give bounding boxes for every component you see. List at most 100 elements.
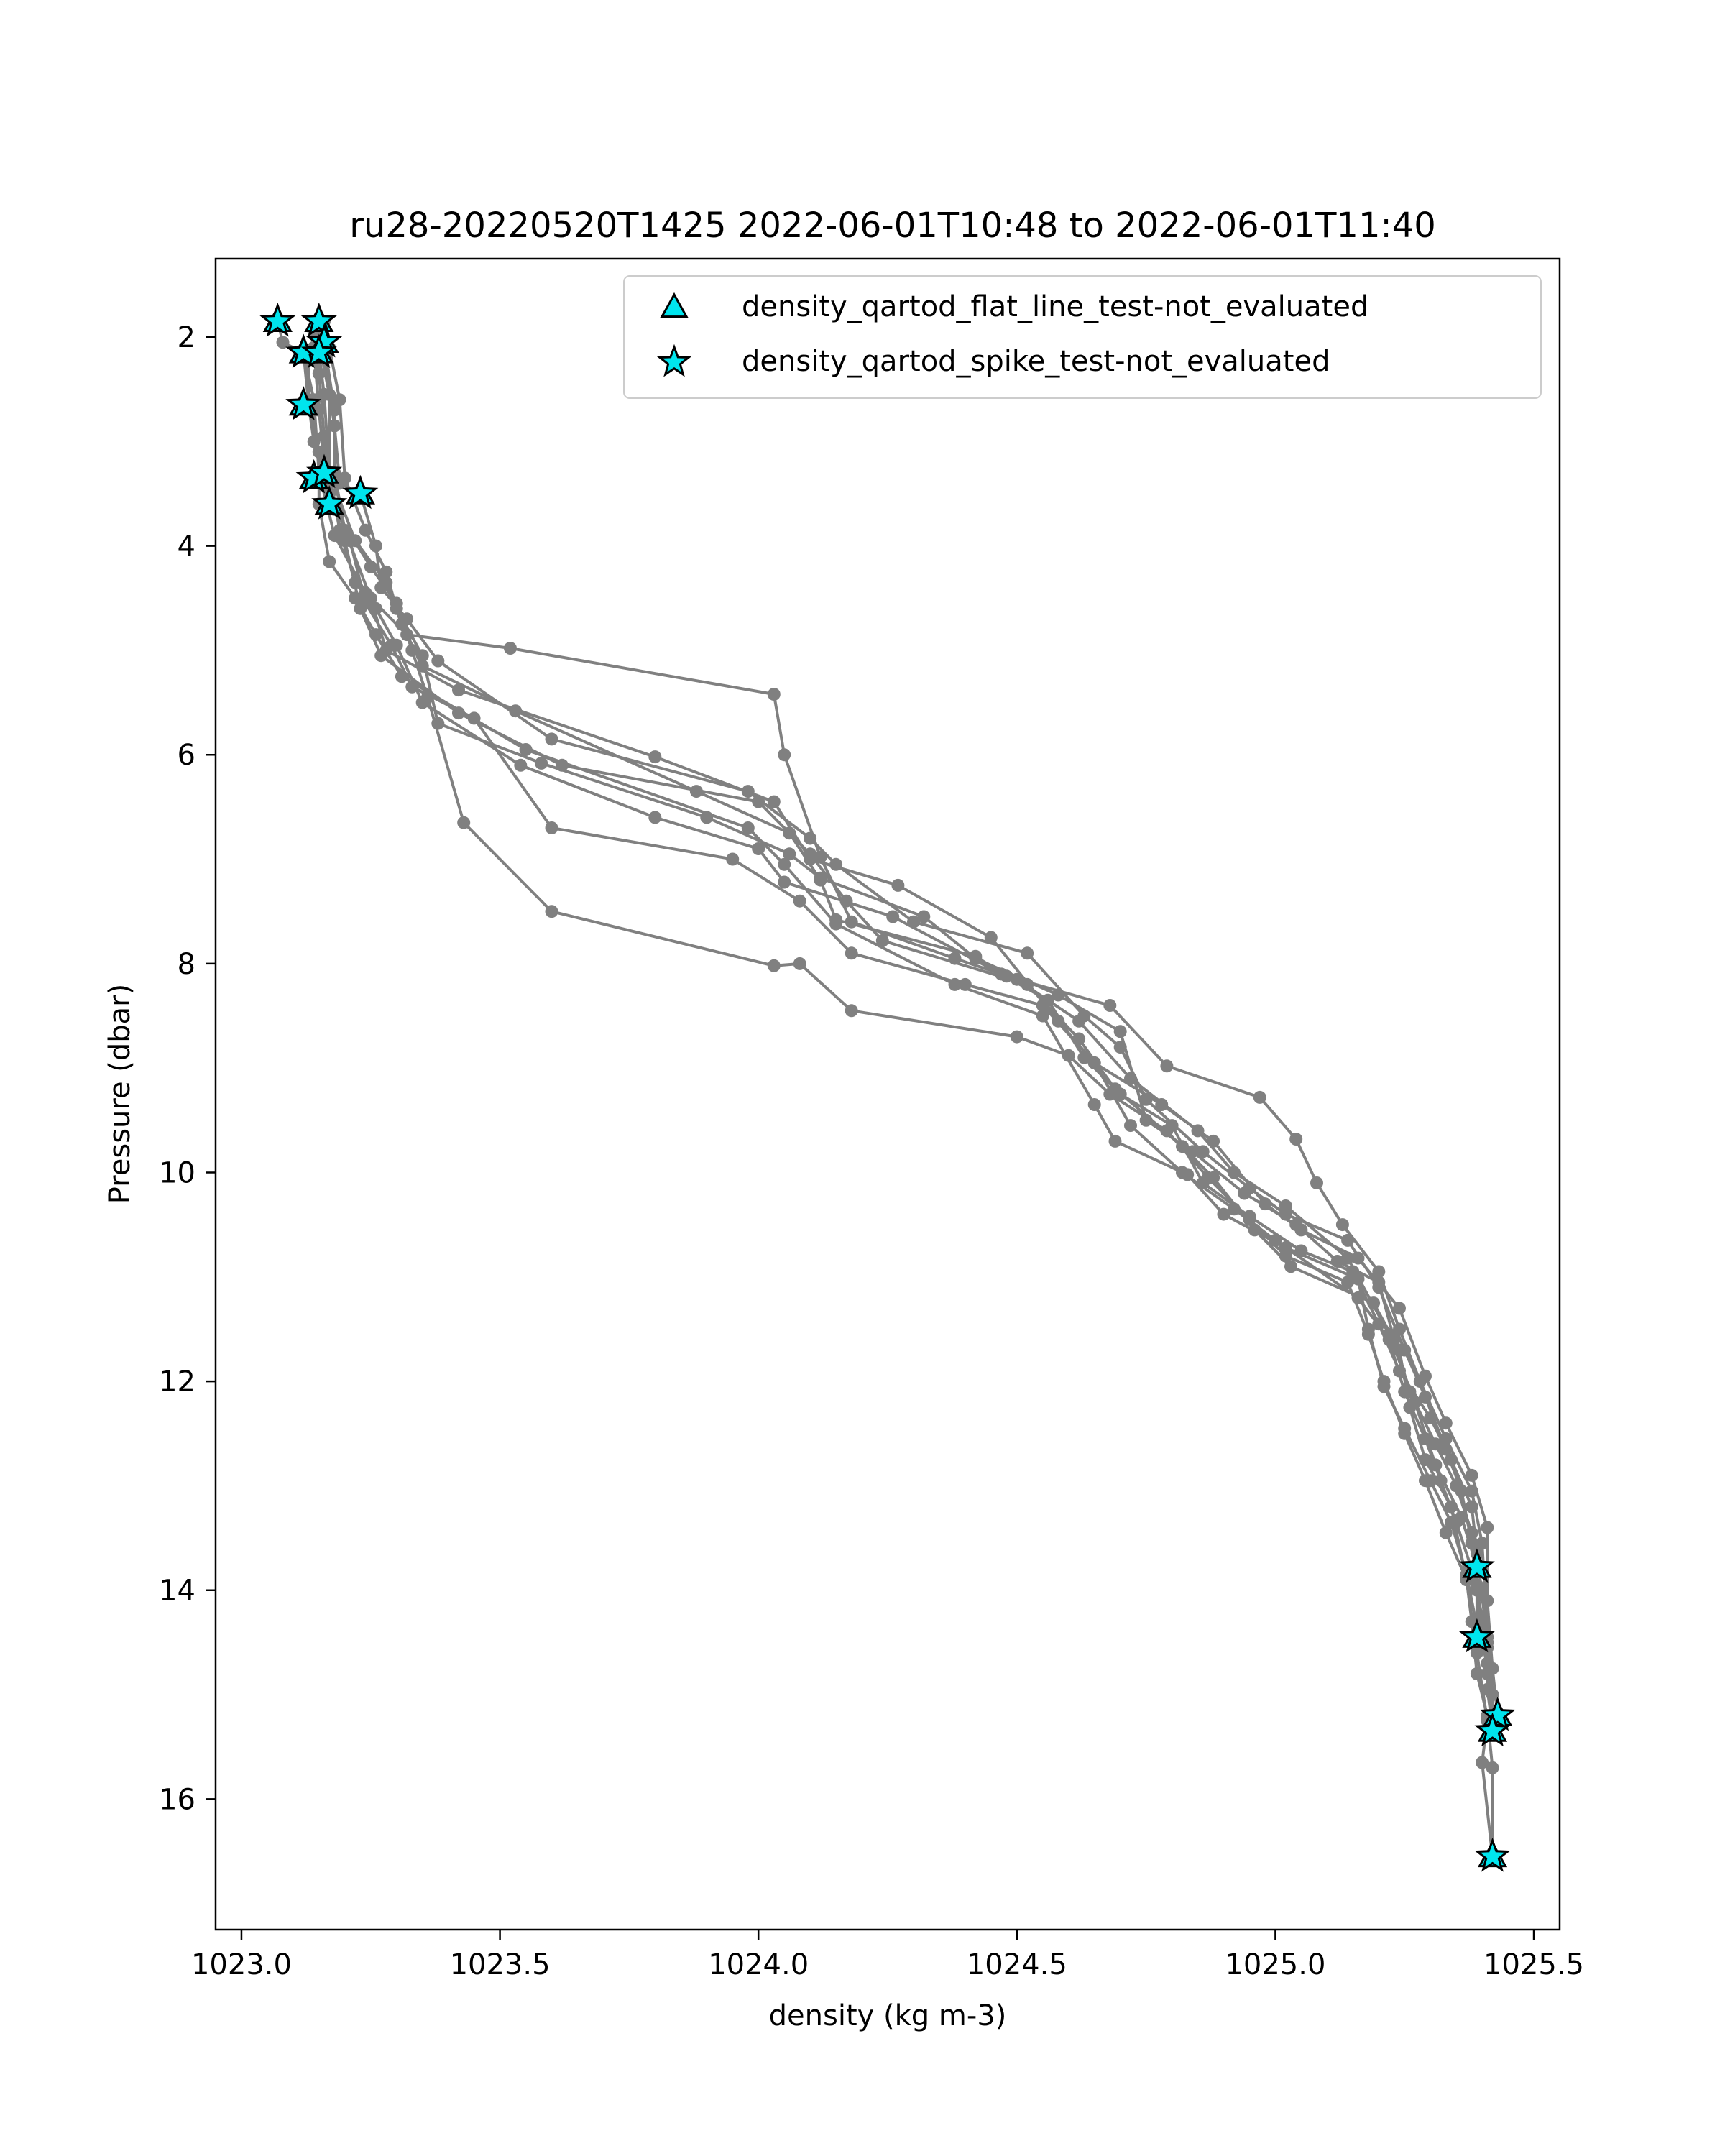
profile-point (845, 1004, 858, 1018)
profile-point (829, 917, 843, 931)
profile-point (1465, 1537, 1478, 1550)
profile-point (1010, 1030, 1024, 1044)
profile-point (1108, 1134, 1122, 1148)
profile-point (1419, 1432, 1432, 1445)
y-tick-label: 6 (178, 739, 196, 772)
profile-point (1455, 1484, 1468, 1498)
y-tick-label: 14 (159, 1575, 196, 1608)
profile-point (1450, 1516, 1463, 1529)
profile-point (519, 743, 533, 756)
spike-not-evaluated-marker (1458, 1618, 1495, 1653)
profile-point (783, 847, 796, 861)
profile-point (1372, 1281, 1386, 1294)
y-axis: 2 4 6 8 10 12 14 16 (159, 321, 216, 1816)
y-tick-label: 2 (178, 321, 196, 354)
profile-point (1476, 1756, 1489, 1769)
profile-point (1253, 1090, 1266, 1104)
profile-point (804, 831, 817, 845)
legend-label-spike: density_qartod_spike_test-not_evaluated (742, 345, 1330, 378)
profile-point (323, 555, 336, 568)
profile-point (415, 649, 429, 663)
y-tick-label: 4 (178, 530, 196, 563)
y-tick-label: 8 (178, 948, 196, 981)
profile-point (1113, 1025, 1127, 1038)
legend-label-flat-line: density_qartod_flat_line_test-not_evalua… (742, 290, 1368, 323)
profile-point (405, 680, 419, 694)
profile-point (1372, 1265, 1386, 1279)
profile-point (778, 748, 791, 762)
x-tick-label: 1024.5 (967, 1948, 1067, 1981)
profile-point (1103, 999, 1117, 1012)
profile-point (1419, 1474, 1432, 1488)
profile-point (457, 816, 471, 829)
profile-point (276, 336, 290, 349)
profile-point (793, 957, 806, 970)
profile-point (1470, 1667, 1484, 1680)
profile-point (1465, 1468, 1478, 1482)
profile-point (917, 910, 931, 923)
profile-point (741, 785, 755, 798)
legend-star-marker (656, 344, 692, 377)
y-tick-label: 10 (159, 1156, 196, 1189)
x-axis: 1023.0 1023.5 1024.0 1024.5 1025.0 1025.5 (191, 1930, 1584, 1981)
profile-point (509, 704, 523, 718)
profile-point (359, 596, 372, 610)
profile-point (1062, 1049, 1075, 1062)
profile-point (1279, 1249, 1292, 1263)
legend-frame (623, 275, 1542, 399)
profile-point (1155, 1098, 1169, 1111)
spike-not-evaluated-marker (300, 302, 337, 337)
profile-point (1087, 1056, 1101, 1069)
profile-point (1036, 1009, 1049, 1023)
profile-point (1196, 1145, 1210, 1158)
spike-not-evaluated-marker (259, 302, 296, 337)
legend-triangle-shape (660, 292, 689, 318)
x-tick-label: 1025.5 (1484, 1948, 1584, 1981)
profile-point (1393, 1302, 1406, 1315)
profile-point (907, 915, 920, 929)
x-tick-label: 1025.0 (1225, 1948, 1325, 1981)
profile-point (767, 688, 781, 701)
profile-point (752, 842, 765, 855)
legend-triangle-marker (660, 292, 689, 318)
profile-point (349, 591, 362, 605)
plot-frame (214, 257, 1561, 1931)
legend-star-shape (656, 344, 692, 377)
profile-point (364, 560, 377, 573)
spike-not-evaluated-marker (300, 333, 337, 369)
profile-point (1439, 1416, 1453, 1430)
profile-point (958, 977, 972, 991)
profile-line-5 (307, 358, 1494, 1732)
y-tick-label: 12 (159, 1365, 196, 1399)
profile-point (1398, 1385, 1412, 1399)
profile-point (1335, 1218, 1349, 1232)
profile-point (1439, 1442, 1453, 1456)
profile-point (1087, 1098, 1101, 1111)
profile-line-6 (317, 341, 1494, 1726)
profile-point (1021, 946, 1034, 960)
x-tick-label: 1024.0 (708, 1948, 809, 1981)
profile-point (1243, 1181, 1256, 1195)
profile-point (405, 643, 419, 657)
profile-point (431, 654, 445, 668)
profile-point (1439, 1526, 1453, 1539)
profile-line-8 (323, 357, 1489, 1649)
profile-point (369, 602, 382, 615)
profile-point (1341, 1233, 1355, 1247)
profile-point (1124, 1119, 1137, 1133)
profile-point (1481, 1521, 1494, 1534)
profile-line-9 (312, 331, 1494, 1726)
profile-point (845, 946, 858, 960)
profile-point (328, 419, 341, 433)
profile-point (1279, 1207, 1292, 1221)
y-tick-label: 16 (159, 1783, 196, 1816)
chart-title: ru28-20220520T1425 2022-06-01T10:48 to 2… (349, 206, 1436, 246)
profile-point (1036, 999, 1049, 1012)
profile-point (545, 732, 558, 746)
profile-line-4 (302, 352, 1494, 1857)
plot-area (259, 302, 1516, 1872)
profile-point (741, 821, 755, 834)
profile-line-10 (312, 347, 1494, 1857)
x-tick-label: 1023.5 (450, 1948, 551, 1981)
